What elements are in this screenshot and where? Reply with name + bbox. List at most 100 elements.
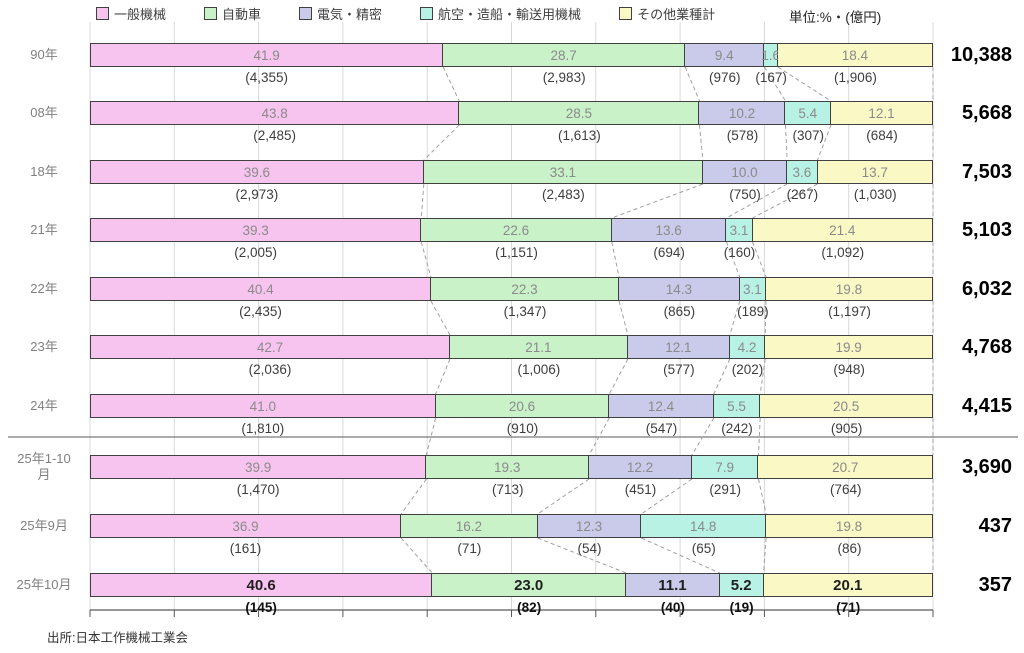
- segment-value-label: (145): [245, 600, 277, 615]
- bar-segment: 21.1: [449, 335, 628, 359]
- segment-value-label: (1,470): [236, 482, 280, 497]
- connector-dashed-line: [752, 183, 818, 219]
- segment-value-label: (54): [577, 541, 602, 556]
- row-label: 25年1-10月: [17, 450, 71, 482]
- bar-segment: 1.6: [761, 43, 781, 67]
- bar-segment: 10.0: [702, 160, 788, 184]
- segment-percent-label: 5.4: [798, 105, 818, 121]
- segment-value-label: (976): [709, 70, 741, 85]
- segment-percent-label: 20.5: [832, 398, 860, 414]
- bar-segment: 20.1: [763, 573, 933, 597]
- segment-percent-label: 3.1: [742, 281, 762, 297]
- segment-percent-label: 22.3: [511, 281, 538, 297]
- segment-percent-label: 1.6: [761, 47, 781, 63]
- segment-percent-label: 19.9: [835, 339, 862, 355]
- connector-dashed-line: [618, 300, 629, 336]
- segment-value-label: (905): [830, 421, 863, 436]
- segment-value-label: (267): [786, 187, 819, 202]
- bar-segment: 16.2: [401, 514, 538, 538]
- row-total: 5,103: [961, 219, 1012, 241]
- row-total: 3,690: [961, 456, 1012, 478]
- bar-segment: 28.7: [443, 43, 686, 67]
- segment-value-label: (19): [729, 600, 754, 615]
- segment-value-label: (65): [691, 541, 716, 556]
- segment-value-label: (2,435): [239, 304, 282, 319]
- segment-value-label: (86): [837, 541, 862, 556]
- connector-dashed-line: [725, 241, 741, 278]
- segment-percent-label: 13.7: [861, 164, 888, 180]
- segment-value-label: (2,983): [542, 70, 586, 85]
- row-total: 4,415: [961, 395, 1012, 417]
- connector-dashed-line: [611, 241, 620, 278]
- segment-percent-label: 4.2: [737, 339, 757, 355]
- connector-dashed-line: [420, 241, 432, 278]
- bar-segment: 5.2: [719, 573, 764, 597]
- legend-item: その他業種計: [619, 4, 715, 23]
- connector-dashed-line: [430, 300, 451, 336]
- legend-swatch-icon: [619, 7, 633, 20]
- connector-dashed-line: [537, 478, 590, 515]
- connector-dashed-line: [691, 417, 715, 456]
- connector-dashed-line: [684, 66, 700, 102]
- connector-dashed-line: [729, 300, 741, 336]
- segment-value-label: (948): [833, 362, 865, 377]
- connector-dashed-line: [423, 124, 460, 161]
- bar-row: 41.9 28.7 9.4 1.6 18.4: [90, 43, 933, 67]
- bar-segment: 5.4: [785, 101, 831, 125]
- row-label: 23年: [30, 338, 58, 354]
- segment-value-label: (242): [721, 421, 753, 436]
- bar-segment: 42.7: [90, 335, 450, 359]
- connector-dashed-line: [641, 478, 693, 515]
- bar-segment: 5.5: [713, 394, 761, 418]
- segment-value-label: (713): [491, 482, 524, 497]
- row-label: 08年: [30, 104, 58, 120]
- segment-percent-label: 9.4: [714, 47, 734, 63]
- segment-value-label: (910): [506, 421, 539, 436]
- row-label: 24年: [30, 397, 58, 413]
- connector-dashed-line: [442, 66, 460, 102]
- segment-value-label: (451): [624, 482, 657, 497]
- segment-percent-label: 5.5: [727, 398, 746, 414]
- segment-percent-label: 3.6: [792, 164, 812, 180]
- segment-value-label: (750): [729, 187, 761, 202]
- legend-label: 自動車: [222, 7, 262, 22]
- bar-segment: 12.1: [627, 335, 730, 359]
- row-label: 22年: [30, 280, 58, 296]
- bar-segment: 22.3: [430, 277, 620, 301]
- segment-percent-label: 39.6: [243, 164, 271, 180]
- row-total: 6,032: [961, 278, 1012, 300]
- segment-percent-label: 20.7: [832, 459, 859, 475]
- bar-segment: 12.2: [589, 455, 692, 479]
- segment-percent-label: 19.3: [494, 459, 521, 475]
- segment-value-label: (71): [457, 541, 482, 556]
- segment-value-label: (2,483): [541, 187, 585, 202]
- bar-segment: 40.6: [90, 573, 433, 597]
- connector-dashed-line: [759, 358, 766, 395]
- bar-segment: 18.4: [777, 43, 933, 67]
- segment-value-label: (1,092): [821, 245, 865, 260]
- segment-percent-label: 23.0: [514, 576, 544, 594]
- connector-dashed-line: [588, 417, 610, 456]
- bar-row: 43.8 28.5 10.2 5.4 12.1: [90, 101, 933, 125]
- segment-value-label: (1,906): [834, 70, 877, 85]
- connector-dashed-line: [420, 183, 425, 219]
- legend-item: 航空・造船・輸送用機械: [420, 4, 581, 23]
- connector-dashed-line: [777, 66, 832, 102]
- segment-value-label: (167): [755, 70, 787, 85]
- segment-value-label: (40): [660, 600, 685, 615]
- segment-percent-label: 41.9: [253, 47, 280, 63]
- segment-value-label: (4,355): [245, 70, 288, 85]
- row-label: 18年: [30, 163, 58, 179]
- row-total: 10,388: [950, 44, 1012, 66]
- legend-label: その他業種計: [637, 7, 716, 22]
- bar-segment: 13.6: [611, 218, 727, 242]
- bar-segment: 22.6: [421, 218, 612, 242]
- bar-segment: 9.4: [685, 43, 765, 67]
- segment-percent-label: 40.4: [247, 281, 274, 297]
- bar-row: 39.9 19.3 12.2 7.9 20.7: [90, 455, 933, 479]
- bar-row: 41.0 20.6 12.4 5.5 20.5: [90, 394, 933, 418]
- bar-row: 40.4 22.3 14.3 3.1 19.8: [90, 277, 933, 301]
- legend-item: 電気・精密: [299, 4, 382, 23]
